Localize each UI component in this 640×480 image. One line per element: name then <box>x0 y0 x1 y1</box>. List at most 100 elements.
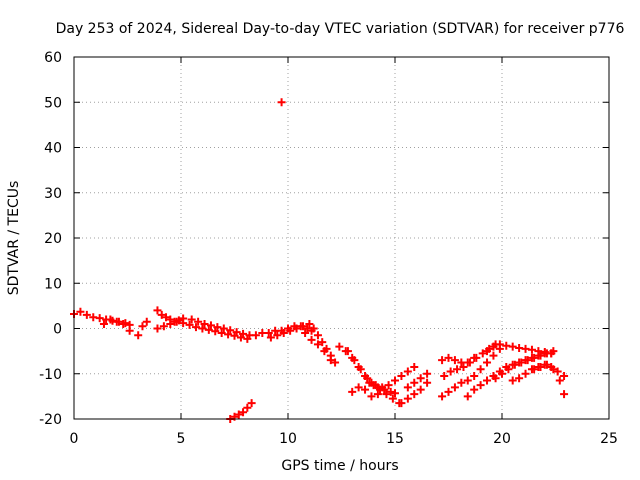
data-point <box>217 329 226 338</box>
data-point <box>309 324 318 333</box>
x-tick-label: 15 <box>386 431 404 447</box>
y-tick-label: -20 <box>39 412 62 428</box>
data-point <box>166 319 175 328</box>
data-point <box>153 324 162 333</box>
data-point <box>423 369 432 378</box>
data-point <box>354 383 363 392</box>
series-arc-v <box>491 347 558 383</box>
data-point <box>388 394 397 403</box>
data-point <box>112 317 121 326</box>
data-point <box>226 326 235 335</box>
data-point <box>162 313 171 322</box>
data-point <box>384 381 393 390</box>
data-point <box>206 321 215 330</box>
data-point <box>335 342 344 351</box>
data-point <box>463 376 472 385</box>
data-point <box>301 329 310 338</box>
data-points <box>70 98 569 423</box>
data-point <box>536 362 545 371</box>
data-point <box>326 356 335 365</box>
data-point <box>483 358 492 367</box>
data-point <box>194 317 203 326</box>
data-point <box>470 372 479 381</box>
data-point <box>187 315 196 324</box>
data-point <box>179 319 188 328</box>
data-point <box>298 322 307 331</box>
data-point <box>286 326 295 335</box>
data-point <box>224 330 233 339</box>
series-arc-m <box>348 383 389 401</box>
data-point <box>363 374 372 383</box>
data-point <box>251 331 260 340</box>
data-point <box>142 317 151 326</box>
data-point <box>247 399 256 408</box>
data-point <box>472 353 481 362</box>
data-point <box>95 314 104 323</box>
data-point <box>82 310 91 319</box>
data-point <box>403 383 412 392</box>
x-tick-label: 5 <box>177 431 186 447</box>
series-arc-n <box>365 362 419 392</box>
data-point <box>198 324 207 333</box>
data-point <box>373 390 382 399</box>
series-arc-j <box>301 329 335 365</box>
y-tick-label: -10 <box>39 367 62 383</box>
data-point <box>416 374 425 383</box>
data-point <box>138 322 147 331</box>
data-point <box>453 365 462 374</box>
data-point <box>318 338 327 347</box>
data-point <box>410 378 419 387</box>
data-point <box>159 322 168 331</box>
data-point <box>153 306 162 315</box>
data-point <box>459 362 468 371</box>
x-tick-label: 0 <box>70 431 79 447</box>
data-point <box>517 358 526 367</box>
data-point <box>530 353 539 362</box>
data-point <box>106 315 115 324</box>
y-tick-label: 60 <box>44 50 62 66</box>
data-point <box>504 365 513 374</box>
data-point <box>172 317 181 326</box>
data-point <box>410 362 419 371</box>
data-point <box>542 349 551 358</box>
data-point <box>292 324 301 333</box>
data-point <box>391 389 399 398</box>
data-point <box>191 323 200 332</box>
x-tick-label: 10 <box>279 431 297 447</box>
data-point <box>444 353 453 362</box>
data-point <box>320 347 329 356</box>
data-point <box>536 351 545 360</box>
data-point <box>266 333 275 342</box>
data-point <box>134 331 143 340</box>
series-arc-s <box>440 340 500 381</box>
data-point <box>157 310 166 319</box>
data-point <box>213 323 222 332</box>
data-point <box>403 394 412 403</box>
y-tick-label: 0 <box>53 322 62 338</box>
data-point <box>76 307 85 316</box>
data-point <box>483 347 492 356</box>
axis-ticks: 0 5 10 15 20 25 -20 -10 0 10 20 30 40 50 60 <box>39 50 618 447</box>
series-outlier <box>277 98 286 107</box>
data-point <box>423 378 432 387</box>
y-tick-label: 50 <box>44 95 62 111</box>
series-arc-h <box>266 322 307 342</box>
data-point <box>521 369 530 378</box>
data-point <box>348 387 357 396</box>
data-point <box>119 319 128 328</box>
data-point <box>470 385 479 394</box>
data-point <box>99 319 108 328</box>
y-tick-label: 20 <box>44 231 62 247</box>
grid <box>74 57 609 419</box>
data-point <box>446 367 455 376</box>
data-point <box>397 372 406 381</box>
data-point <box>515 374 524 383</box>
data-point <box>495 340 504 349</box>
data-point <box>465 358 474 367</box>
y-tick-label: 10 <box>44 276 62 292</box>
data-point <box>523 356 532 365</box>
data-point <box>305 319 314 328</box>
data-point <box>185 320 194 329</box>
data-point <box>211 327 220 336</box>
data-point <box>350 356 359 365</box>
